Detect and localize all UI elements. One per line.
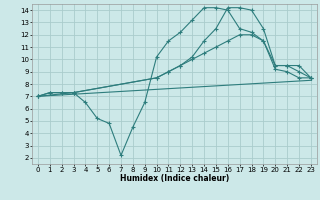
X-axis label: Humidex (Indice chaleur): Humidex (Indice chaleur) [120, 174, 229, 183]
